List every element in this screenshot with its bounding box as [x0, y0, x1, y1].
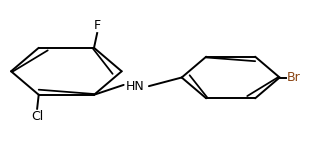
- Text: F: F: [94, 19, 101, 32]
- Text: Cl: Cl: [31, 110, 43, 122]
- Text: HN: HN: [125, 80, 144, 93]
- Text: Br: Br: [287, 71, 301, 84]
